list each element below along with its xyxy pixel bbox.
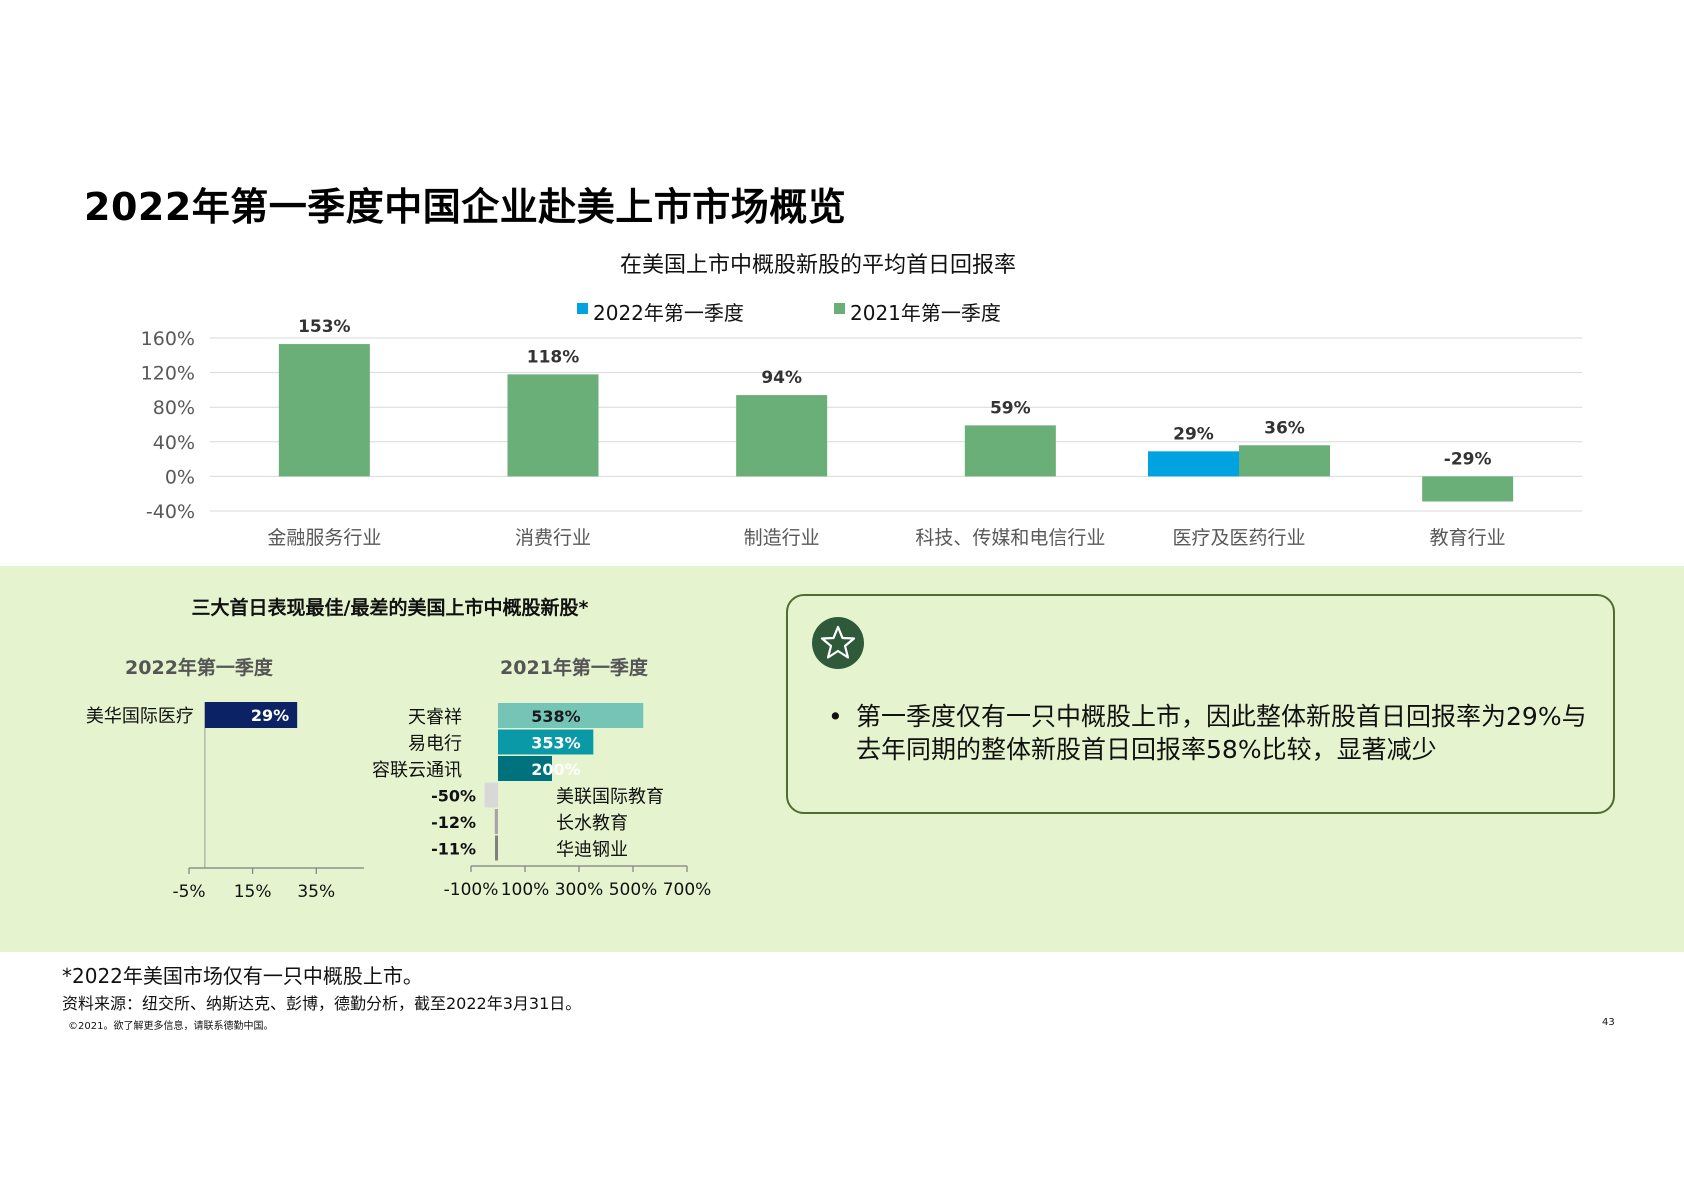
y-tick-label: -40% (146, 501, 195, 523)
x-category-label: 医疗及医药行业 (1172, 527, 1305, 549)
main-chart-legend: 2022年第一季度 2021年第一季度 (577, 301, 1001, 325)
callout-bullet-item: • 第一季度仅有一只中概股上市，因此整体新股首日回报率为29%与去年同期的整体新… (828, 700, 1608, 766)
bar-data-label: -11% (431, 840, 476, 859)
x-category-label: 制造行业 (744, 527, 820, 549)
main-chart-title: 在美国上市中概股新股的平均首日回报率 (620, 253, 1016, 278)
top-bottom-performers-charts: 三大首日表现最佳/最差的美国上市中概股新股* 2022年第一季度 2021年第一… (86, 596, 711, 902)
performers-chart-title: 三大首日表现最佳/最差的美国上市中概股新股* (192, 596, 589, 619)
bar-best-2022 (204, 702, 298, 728)
bar-2021 (1239, 445, 1330, 477)
bar-2021 (507, 374, 599, 477)
company-label: 天睿祥 (408, 707, 462, 728)
company-label: 美华国际医疗 (86, 706, 194, 727)
y-tick-label: 80% (153, 397, 195, 419)
bar-data-label: 538% (531, 707, 580, 726)
main-chart-gridlines (210, 337, 1582, 512)
x-tick-label: 300% (555, 880, 604, 900)
x-tick-label: 100% (501, 880, 550, 900)
star-icon (820, 625, 856, 659)
x-tick-label: 500% (609, 880, 658, 900)
legend-swatch-2022 (577, 303, 588, 314)
callout-box (786, 594, 1615, 814)
bar-data-label: -50% (431, 787, 476, 806)
bar-worst-2021 (494, 809, 498, 834)
x-tick-label: -100% (444, 880, 499, 900)
x-tick-label: 15% (234, 882, 272, 902)
x-tick-label: 700% (663, 880, 712, 900)
bar-data-label: -12% (431, 813, 476, 832)
bar-2022 (1148, 451, 1239, 477)
bar-data-label: 94% (761, 368, 802, 388)
y-tick-label: 120% (141, 363, 195, 385)
chart-2022-best: -5% 15% 35% 29% 美华国际医疗 (86, 702, 364, 902)
bar-data-label: 59% (990, 398, 1031, 418)
bar-2021 (278, 344, 370, 477)
main-chart-data-labels: 153% 118% 94% 59% 29% 36% -29% (298, 317, 1491, 469)
legend-swatch-2021 (834, 303, 845, 314)
footnote: *2022年美国市场仅有一只中概股上市。 (62, 964, 423, 988)
star-badge (812, 617, 864, 669)
main-chart-y-axis: -40% 0% 40% 80% 120% 160% (141, 328, 195, 523)
x-tick-label: -5% (172, 882, 205, 902)
company-label: 美联国际教育 (556, 787, 664, 808)
bar-2021 (1422, 476, 1514, 502)
company-label: 长水教育 (556, 813, 628, 834)
bar-data-label: -29% (1444, 449, 1492, 469)
callout-text: 第一季度仅有一只中概股上市，因此整体新股首日回报率为29%与去年同期的整体新股首… (856, 702, 1587, 764)
bar-data-label: 153% (298, 317, 351, 337)
bar-worst-2021 (495, 835, 499, 861)
bar-data-label: 353% (531, 734, 580, 753)
main-bar-chart: 在美国上市中概股新股的平均首日回报率 2022年第一季度 2021年第一季度 -… (141, 253, 1582, 549)
bar-data-label: 36% (1264, 418, 1305, 438)
x-category-label: 教育行业 (1430, 527, 1506, 549)
y-tick-label: 0% (165, 466, 195, 488)
x-category-label: 消费行业 (515, 527, 591, 549)
legend-label-2021: 2021年第一季度 (850, 301, 1001, 325)
main-chart-x-axis: 金融服务行业 消费行业 制造行业 科技、传媒和电信行业 医疗及医药行业 教育行业 (267, 527, 1505, 549)
page-title: 2022年第一季度中国企业赴美上市市场概览 (84, 185, 847, 229)
bar-data-label: 118% (527, 347, 580, 367)
chart-2021-subtitle: 2021年第一季度 (500, 656, 649, 679)
chart-2021-best-worst: -100% 100% 300% 500% 700% 538% 天睿祥 353% 易电行 200% 容… (372, 703, 711, 900)
x-category-label: 科技、传媒和电信行业 (915, 527, 1105, 549)
bar-best-2021 (498, 729, 594, 755)
bullet-marker: • (828, 702, 843, 731)
company-label: 华迪钢业 (556, 840, 628, 861)
copyright: ©2021。欲了解更多信息，请联系德勤中国。 (68, 1021, 274, 1032)
bar-worst-2021 (484, 782, 498, 808)
bar-2021 (964, 425, 1056, 477)
main-chart-bars (278, 344, 1514, 502)
y-tick-label: 40% (153, 432, 195, 454)
company-label: 易电行 (408, 734, 462, 755)
x-category-label: 金融服务行业 (267, 527, 381, 549)
page-number: 43 (1602, 1017, 1615, 1028)
x-tick-label: 35% (297, 882, 335, 902)
bar-best-2021 (498, 703, 644, 728)
bar-best-2021 (498, 756, 552, 781)
bar-2021 (736, 395, 828, 477)
bar-data-label: 200% (531, 760, 580, 779)
bar-data-label: 29% (251, 706, 289, 725)
bar-data-label: 29% (1173, 424, 1214, 444)
y-tick-label: 160% (141, 328, 195, 350)
source-note: 资料来源：纽交所、纳斯达克、彭博，德勤分析，截至2022年3月31日。 (62, 994, 582, 1013)
chart-2022-subtitle: 2022年第一季度 (125, 656, 274, 679)
legend-label-2022: 2022年第一季度 (593, 301, 744, 325)
company-label: 容联云通讯 (372, 760, 462, 781)
